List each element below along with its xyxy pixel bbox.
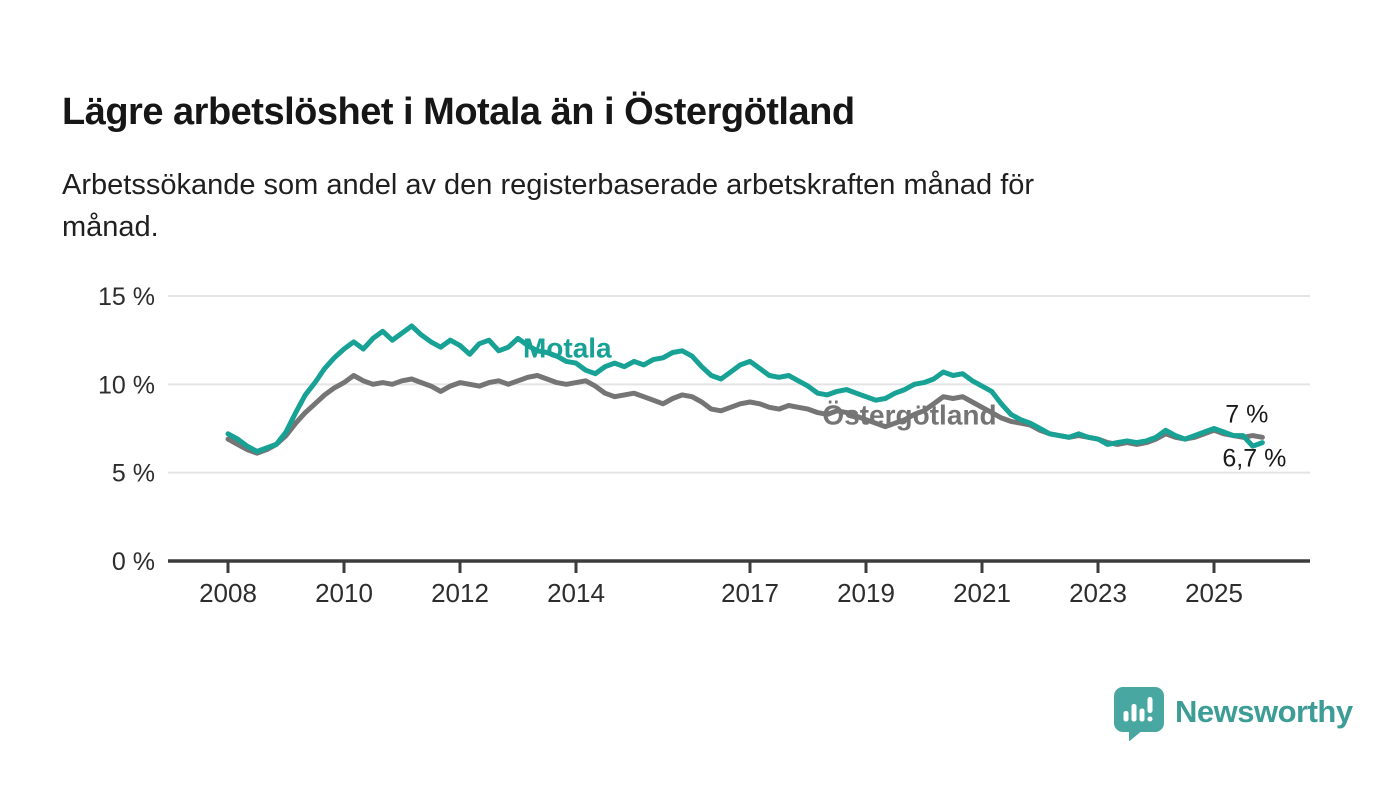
chart-subtitle: Arbetssökande som andel av den registerb…: [62, 164, 1322, 248]
x-tick-label: 2012: [431, 578, 489, 608]
newsworthy-wordmark: Newsworthy: [1175, 693, 1353, 729]
x-tick-label: 2017: [721, 578, 779, 608]
chart-subtitle-line2: månad.: [62, 211, 159, 244]
chart-subtitle-line1: Arbetssökande som andel av den registerb…: [62, 169, 1035, 201]
x-tick-label: 2025: [1185, 578, 1243, 608]
y-tick-label: 15 %: [98, 283, 155, 311]
x-tick-label: 2014: [547, 578, 605, 608]
y-tick-label: 5 %: [112, 460, 155, 488]
x-tick-label: 2023: [1069, 578, 1127, 608]
ostergotland-end-label: 7 %: [1225, 400, 1268, 428]
ostergotland-series-label: Östergötland: [822, 400, 996, 431]
newsworthy-bubble-bar-chart-icon: [1114, 687, 1164, 741]
motala-series-label: Motala: [523, 332, 612, 363]
x-tick-label: 2010: [315, 578, 373, 608]
motala-line: [225, 323, 1265, 454]
motala-end-label: 6,7 %: [1222, 445, 1286, 473]
x-tick-label: 2019: [837, 578, 895, 608]
y-tick-label: 0 %: [112, 548, 155, 576]
page-title: Lägre arbetslöshet i Motala än i Östergö…: [62, 91, 855, 134]
x-tick-label: 2008: [199, 578, 257, 608]
x-tick-label: 2021: [953, 578, 1011, 608]
newsworthy-logo: Newsworthy: [1113, 686, 1353, 741]
y-tick-label: 10 %: [98, 371, 155, 399]
